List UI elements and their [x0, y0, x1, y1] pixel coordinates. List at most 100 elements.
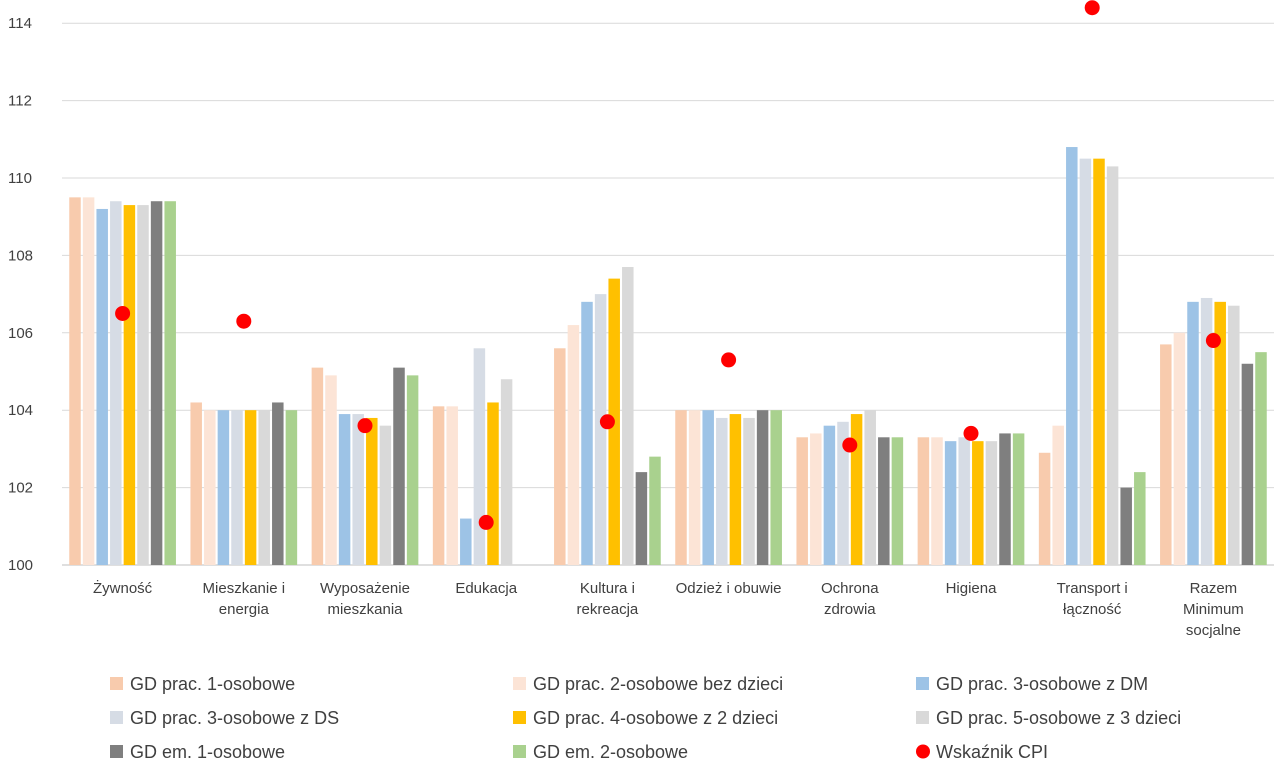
cpi-markers [115, 0, 1221, 530]
bar [850, 414, 863, 565]
bar [123, 205, 136, 565]
bar [446, 406, 458, 565]
bar [972, 441, 984, 565]
category-label-line: mieszkania [327, 601, 403, 618]
bar [567, 325, 580, 565]
cpi-marker [115, 305, 131, 321]
bar [406, 375, 419, 565]
bar [190, 402, 202, 565]
bar [204, 410, 216, 565]
category-label: Higiena [946, 580, 998, 597]
bar [338, 414, 351, 565]
bar [810, 433, 822, 565]
bar [1012, 433, 1025, 565]
cpi-marker [963, 425, 979, 441]
bar [1038, 452, 1051, 565]
category-label: Żywność [93, 579, 153, 597]
legend-label: GD em. 1-osobowe [130, 742, 285, 762]
bar [96, 208, 108, 565]
bar [150, 201, 163, 565]
category-label: Mieszkanie i energia [203, 580, 286, 618]
category-label-line: energia [219, 601, 270, 618]
legend-swatch [110, 677, 123, 690]
y-tick-label: 104 [8, 402, 33, 419]
bar [594, 294, 607, 565]
bar [82, 197, 95, 565]
category-label-line: Transport i [1057, 580, 1128, 597]
bar [231, 410, 243, 565]
bar [1228, 305, 1240, 565]
bar [770, 410, 782, 565]
bar [917, 437, 930, 565]
cpi-marker [478, 514, 494, 530]
bar [622, 267, 634, 565]
bar [325, 375, 337, 565]
bars [69, 147, 1267, 566]
bar [743, 417, 755, 565]
bar [366, 417, 378, 565]
cpi-marker [357, 418, 373, 434]
y-tick-label: 108 [8, 247, 33, 264]
bar [716, 417, 728, 565]
bar [1255, 352, 1267, 565]
bar [285, 410, 298, 565]
category-labels: Żywność Mieszkanie i energia Wyposażenie mie… [93, 579, 1244, 639]
bar [878, 437, 890, 565]
bar [258, 410, 270, 565]
bar [1079, 158, 1092, 565]
category-label: Edukacja [455, 580, 517, 597]
category-label-line: Kultura i [580, 580, 635, 597]
bar [1173, 332, 1186, 565]
legend: GD prac. 1-osobowe GD prac. 2-osobowe bez… [110, 674, 1181, 762]
category-label: Wyposażenie mieszkania [320, 580, 410, 618]
bar [999, 433, 1011, 565]
bar [244, 410, 257, 565]
bar [1052, 425, 1064, 565]
bar [1134, 472, 1146, 565]
bar [487, 402, 499, 565]
cpi-marker [1205, 333, 1221, 349]
legend-item: GD em. 1-osobowe [110, 742, 285, 762]
y-tick-labels: 100 102 104 106 108 110 112 114 [8, 15, 33, 574]
bar [164, 201, 176, 565]
category-label-line: socjalne [1186, 622, 1241, 639]
bar [1187, 301, 1199, 565]
y-tick-label: 112 [8, 93, 32, 110]
bar [110, 201, 122, 565]
legend-item: GD prac. 2-osobowe bez dzieci [513, 674, 783, 694]
bar [1214, 301, 1226, 565]
bar [958, 437, 970, 565]
cpi-marker [721, 352, 737, 368]
category-label-line: Wyposażenie [320, 580, 410, 597]
bar [675, 410, 687, 565]
legend-label: GD em. 2-osobowe [533, 742, 688, 762]
category-label-line: Razem [1190, 580, 1238, 597]
category-label: Razem Minimum socjalne [1183, 580, 1244, 639]
bar [729, 414, 742, 565]
bar [864, 410, 876, 565]
y-tick-label: 102 [8, 480, 33, 497]
bar [756, 410, 769, 565]
bar [649, 456, 661, 565]
legend-swatch [110, 711, 123, 724]
legend-swatch [513, 745, 526, 758]
bar [352, 414, 364, 565]
legend-item: GD prac. 4-osobowe z 2 dzieci [513, 708, 778, 728]
legend-label: GD prac. 1-osobowe [130, 674, 295, 694]
legend-label: GD prac. 2-osobowe bez dzieci [533, 674, 783, 694]
bar [1120, 487, 1132, 565]
bar [796, 437, 808, 565]
legend-item: GD prac. 1-osobowe [110, 674, 295, 694]
bar [581, 301, 593, 565]
y-tick-label: 106 [8, 325, 33, 342]
bar [635, 472, 648, 565]
cpi-marker [1084, 0, 1100, 16]
legend-item: GD em. 2-osobowe [513, 742, 688, 762]
bar [460, 518, 472, 565]
category-label-line: Mieszkanie i [203, 580, 286, 597]
bar [69, 197, 81, 565]
legend-swatch [110, 745, 123, 758]
legend-label: GD prac. 3-osobowe z DM [936, 674, 1148, 694]
